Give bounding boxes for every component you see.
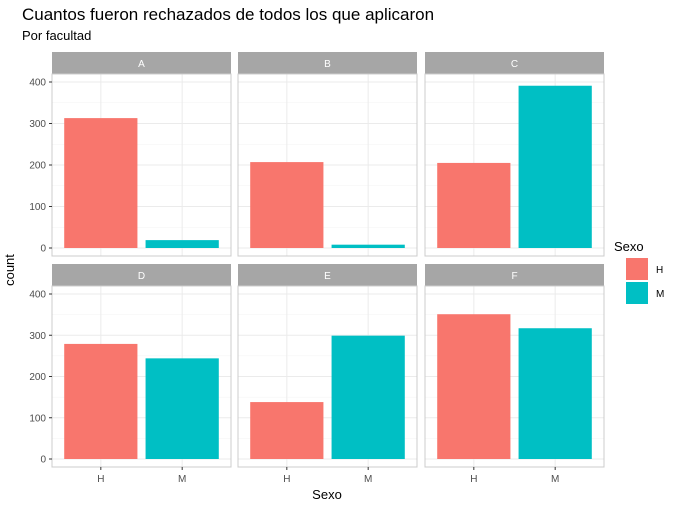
y-tick-label: 300 <box>29 119 46 130</box>
bar-a-m <box>145 240 219 248</box>
y-tick-label: 0 <box>40 244 46 255</box>
legend-label-h: H <box>656 265 663 276</box>
bar-c-h <box>437 162 511 248</box>
facet-strip <box>52 264 231 286</box>
legend-title: Sexo <box>614 239 644 254</box>
facet-strip-label: C <box>511 59 518 70</box>
legend: Sexo H M <box>614 239 664 304</box>
facet-strip-label: D <box>138 271 145 282</box>
y-axis-title: count <box>2 254 17 286</box>
facet-strip <box>52 52 231 74</box>
x-tick-label: M <box>551 474 559 485</box>
y-tick-label: 400 <box>29 78 46 89</box>
x-tick-label: H <box>97 474 104 485</box>
legend-key-h <box>626 258 648 280</box>
y-tick-label: 200 <box>29 372 46 383</box>
panel-outline <box>237 285 418 468</box>
x-tick-label: H <box>470 474 477 485</box>
panel-outline <box>424 73 605 257</box>
bar-f-h <box>437 314 511 459</box>
facet-panel-e: E <box>237 264 418 468</box>
facet-panel-d: D <box>51 264 232 468</box>
facet-panel-f: F <box>424 264 605 468</box>
bar-c-m <box>518 85 592 248</box>
facet-panel-c: C <box>424 52 605 257</box>
facet-strip <box>425 264 604 286</box>
y-axis-ticks: 0 100 200 300 400 0 100 200 300 400 <box>29 78 52 466</box>
bar-a-h <box>64 118 138 248</box>
panel-outline <box>424 285 605 468</box>
x-tick-label: M <box>178 474 186 485</box>
bar-d-m <box>145 358 219 459</box>
chart-title: Cuantos fueron rechazados de todos los q… <box>22 5 435 24</box>
facet-strip <box>238 52 417 74</box>
x-tick-label: H <box>283 474 290 485</box>
facet-panels: A B C D E F <box>51 52 605 468</box>
facet-panel-a: A <box>51 52 232 257</box>
bar-e-h <box>250 402 324 459</box>
legend-label-m: M <box>656 289 664 300</box>
bar-f-m <box>518 328 592 459</box>
chart-subtitle: Por facultad <box>22 28 92 43</box>
y-tick-label: 400 <box>29 290 46 301</box>
y-tick-label: 300 <box>29 331 46 342</box>
y-tick-label: 100 <box>29 202 46 213</box>
facet-strip-label: E <box>324 271 331 282</box>
bar-d-h <box>64 343 138 459</box>
bar-b-h <box>250 162 324 248</box>
facet-strip <box>425 52 604 74</box>
x-tick-label: M <box>364 474 372 485</box>
y-tick-label: 200 <box>29 161 46 172</box>
y-tick-label: 0 <box>40 455 46 466</box>
facet-strip-label: B <box>324 59 331 70</box>
facet-strip-label: A <box>138 59 145 70</box>
facet-panel-b: B <box>237 52 418 257</box>
facet-strip-label: F <box>511 271 517 282</box>
x-axis-title: Sexo <box>312 487 342 502</box>
bar-b-m <box>331 244 405 248</box>
legend-key-m <box>626 282 648 304</box>
bar-e-m <box>331 335 405 459</box>
panel-outline <box>237 73 418 257</box>
y-tick-label: 100 <box>29 413 46 424</box>
facet-strip <box>238 264 417 286</box>
